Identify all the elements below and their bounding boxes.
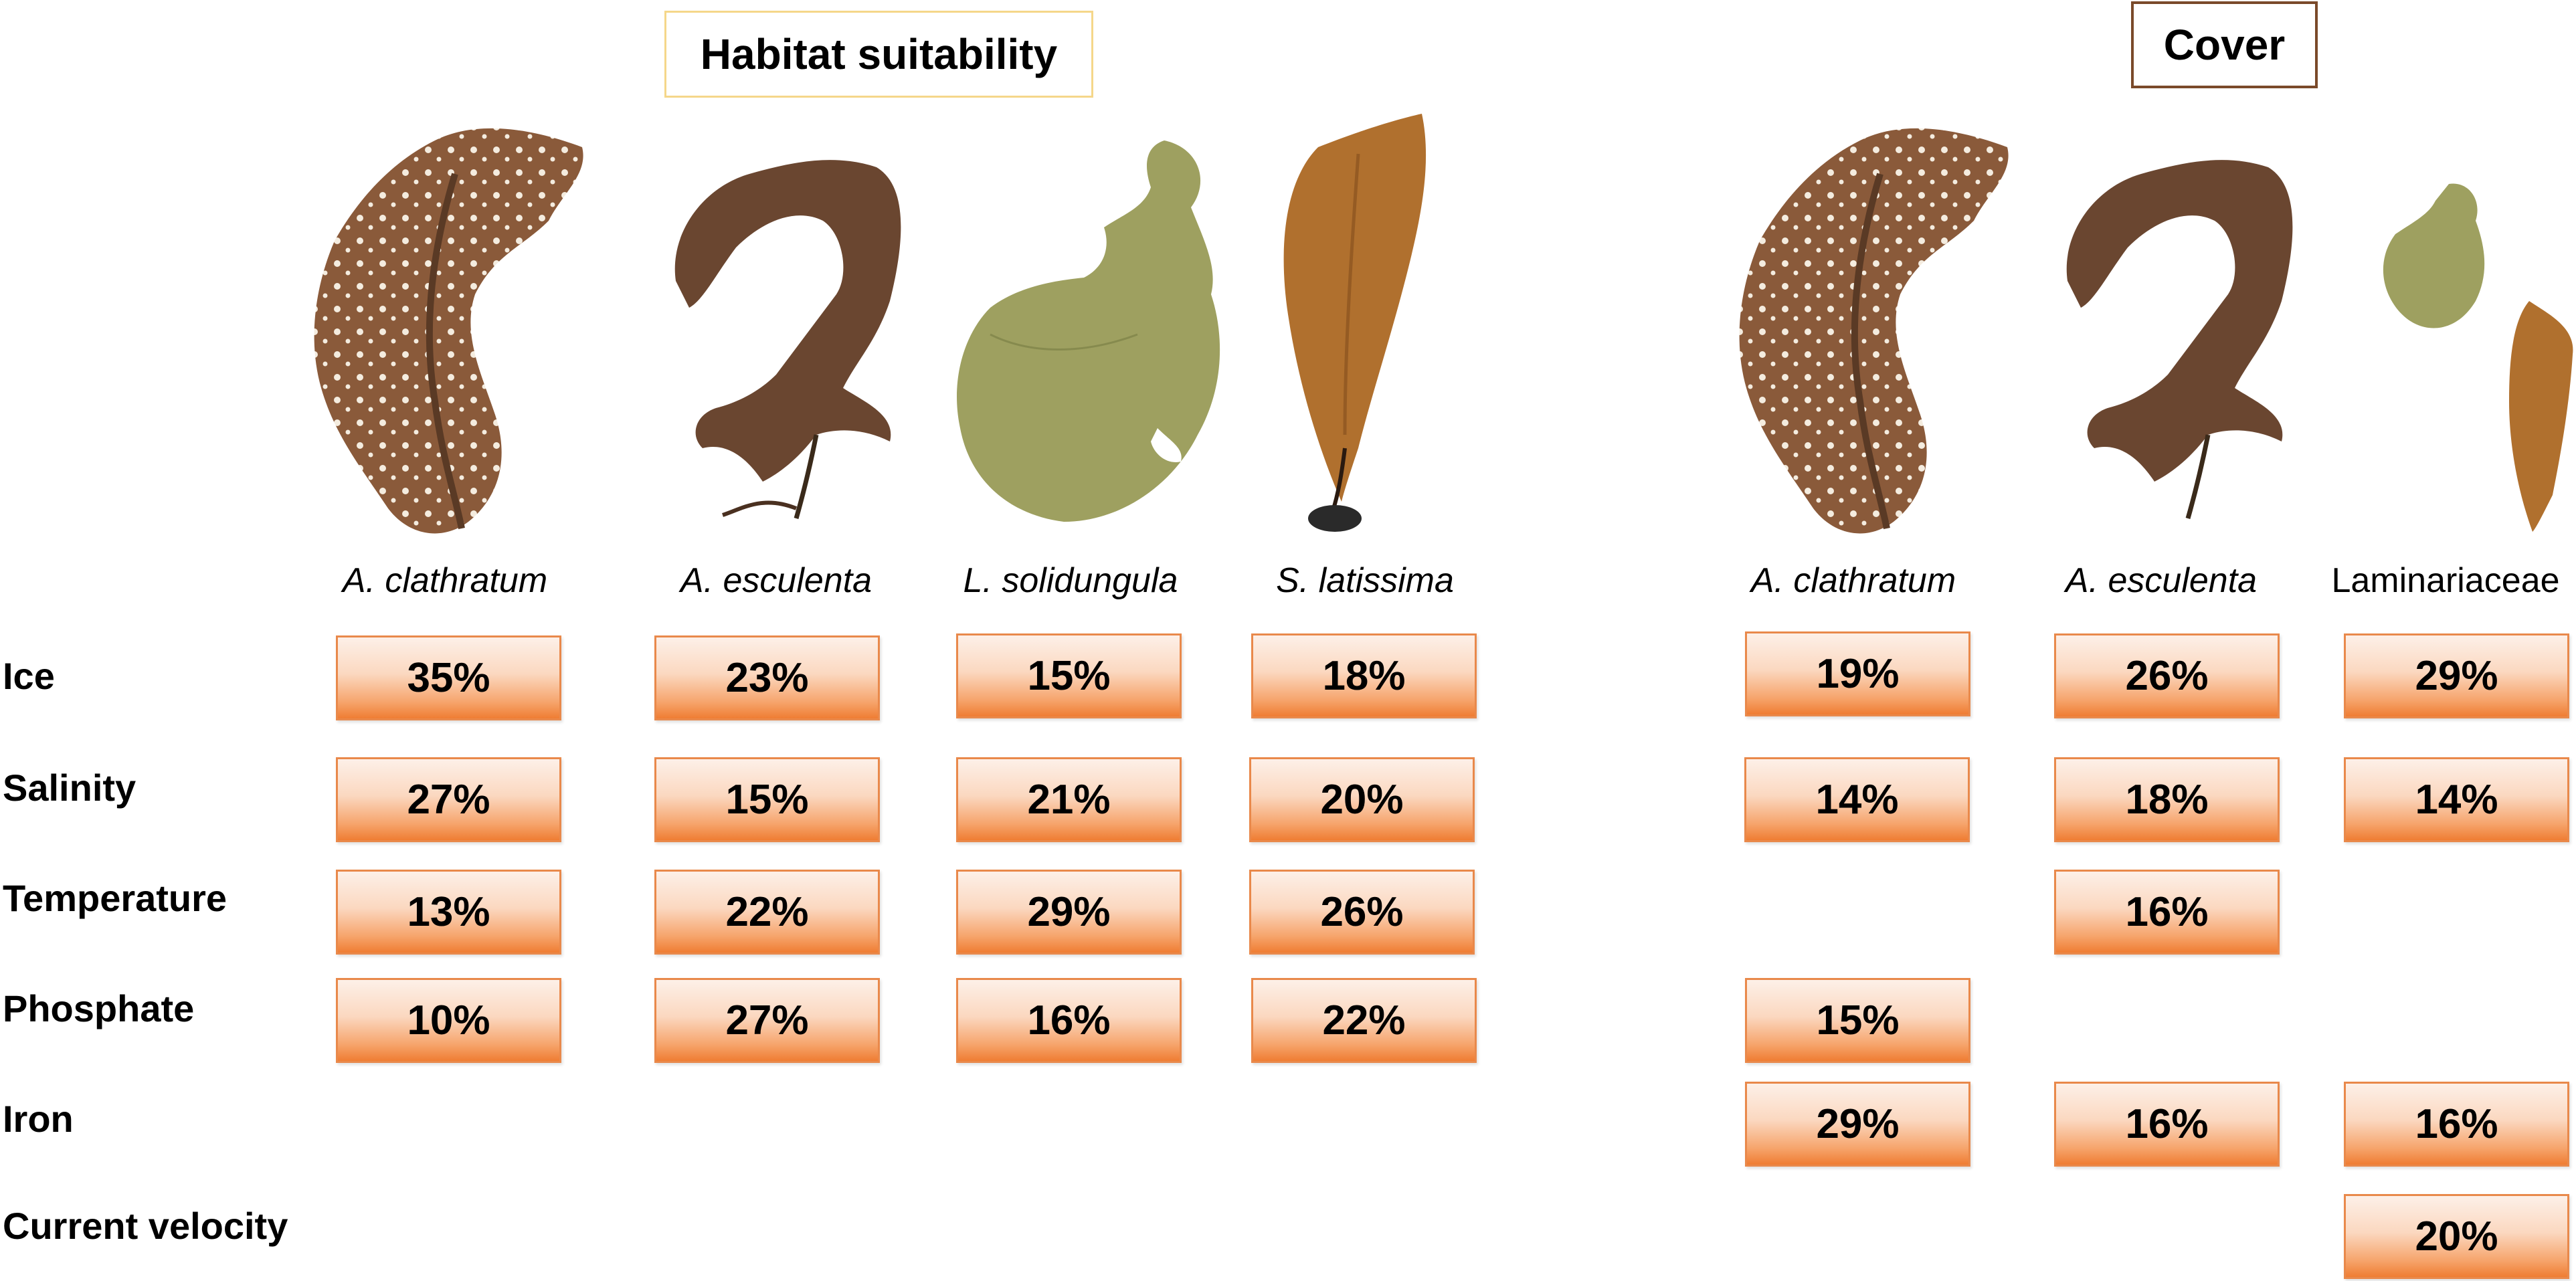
species-label-hs-1: A. clathratum xyxy=(342,561,548,600)
a-esculenta-kelp-icon xyxy=(674,160,901,519)
l-solidungula-kelp-icon xyxy=(957,140,1220,522)
row-label-ice: Ice xyxy=(3,655,55,697)
hs-phosphate-a-clathratum: 10% xyxy=(336,978,561,1063)
hs-ice-l-solidungula: 15% xyxy=(956,633,1182,718)
hs-salinity-l-solidungula: 21% xyxy=(956,757,1182,842)
a-esculenta-kelp-icon xyxy=(2066,160,2293,519)
hs-phosphate-l-solidungula: 16% xyxy=(956,978,1182,1063)
hs-temperature-a-esculenta: 22% xyxy=(654,870,880,955)
cover-salinity-laminariaceae: 14% xyxy=(2344,757,2569,842)
hs-phosphate-s-latissima: 22% xyxy=(1251,978,1477,1063)
hs-temperature-s-latissima: 26% xyxy=(1249,870,1475,955)
cover-ice-laminariaceae: 29% xyxy=(2344,633,2569,718)
s-latissima-kelp-icon xyxy=(1283,114,1427,532)
row-label-phosphate: Phosphate xyxy=(3,987,195,1029)
cover-temperature-a-esculenta: 16% xyxy=(2054,870,2280,955)
habitat-suitability-title: Habitat suitability xyxy=(664,11,1093,98)
cover-current-velocity-laminariaceae: 20% xyxy=(2344,1194,2569,1279)
hs-salinity-s-latissima: 20% xyxy=(1249,757,1475,842)
species-label-hs-3: L. solidungula xyxy=(963,561,1178,600)
row-label-salinity: Salinity xyxy=(3,767,136,809)
row-label-iron: Iron xyxy=(3,1098,74,1140)
hs-ice-s-latissima: 18% xyxy=(1251,633,1477,718)
species-label-cover-1: A. clathratum xyxy=(1750,561,1956,600)
species-label-hs-4: S. latissima xyxy=(1276,561,1454,600)
cover-ice-a-clathratum: 19% xyxy=(1745,631,1970,716)
species-label-cover-2: A. esculenta xyxy=(2065,561,2258,600)
hs-temperature-l-solidungula: 29% xyxy=(956,870,1182,955)
hs-salinity-a-esculenta: 15% xyxy=(654,757,880,842)
cover-salinity-a-clathratum: 14% xyxy=(1744,757,1970,842)
hs-salinity-a-clathratum: 27% xyxy=(336,757,561,842)
row-label-current-velocity: Current velocity xyxy=(3,1205,288,1247)
laminariaceae-kelp-icon xyxy=(2383,183,2573,532)
cover-phosphate-a-clathratum: 15% xyxy=(1745,978,1970,1063)
a-clathratum-kelp-icon xyxy=(314,128,583,534)
cover-iron-a-clathratum: 29% xyxy=(1745,1082,1970,1167)
species-label-hs-2: A. esculenta xyxy=(680,561,872,600)
row-label-temperature: Temperature xyxy=(3,877,227,919)
cover-ice-a-esculenta: 26% xyxy=(2054,633,2280,718)
a-clathratum-kelp-icon xyxy=(1739,128,2009,534)
species-label-cover-3: Laminariaceae xyxy=(2331,561,2560,600)
hs-phosphate-a-esculenta: 27% xyxy=(654,978,880,1063)
hs-ice-a-clathratum: 35% xyxy=(336,635,561,720)
hs-ice-a-esculenta: 23% xyxy=(654,635,880,720)
cover-iron-laminariaceae: 16% xyxy=(2344,1082,2569,1167)
cover-salinity-a-esculenta: 18% xyxy=(2054,757,2280,842)
cover-title: Cover xyxy=(2131,1,2318,88)
cover-iron-a-esculenta: 16% xyxy=(2054,1082,2280,1167)
hs-temperature-a-clathratum: 13% xyxy=(336,870,561,955)
